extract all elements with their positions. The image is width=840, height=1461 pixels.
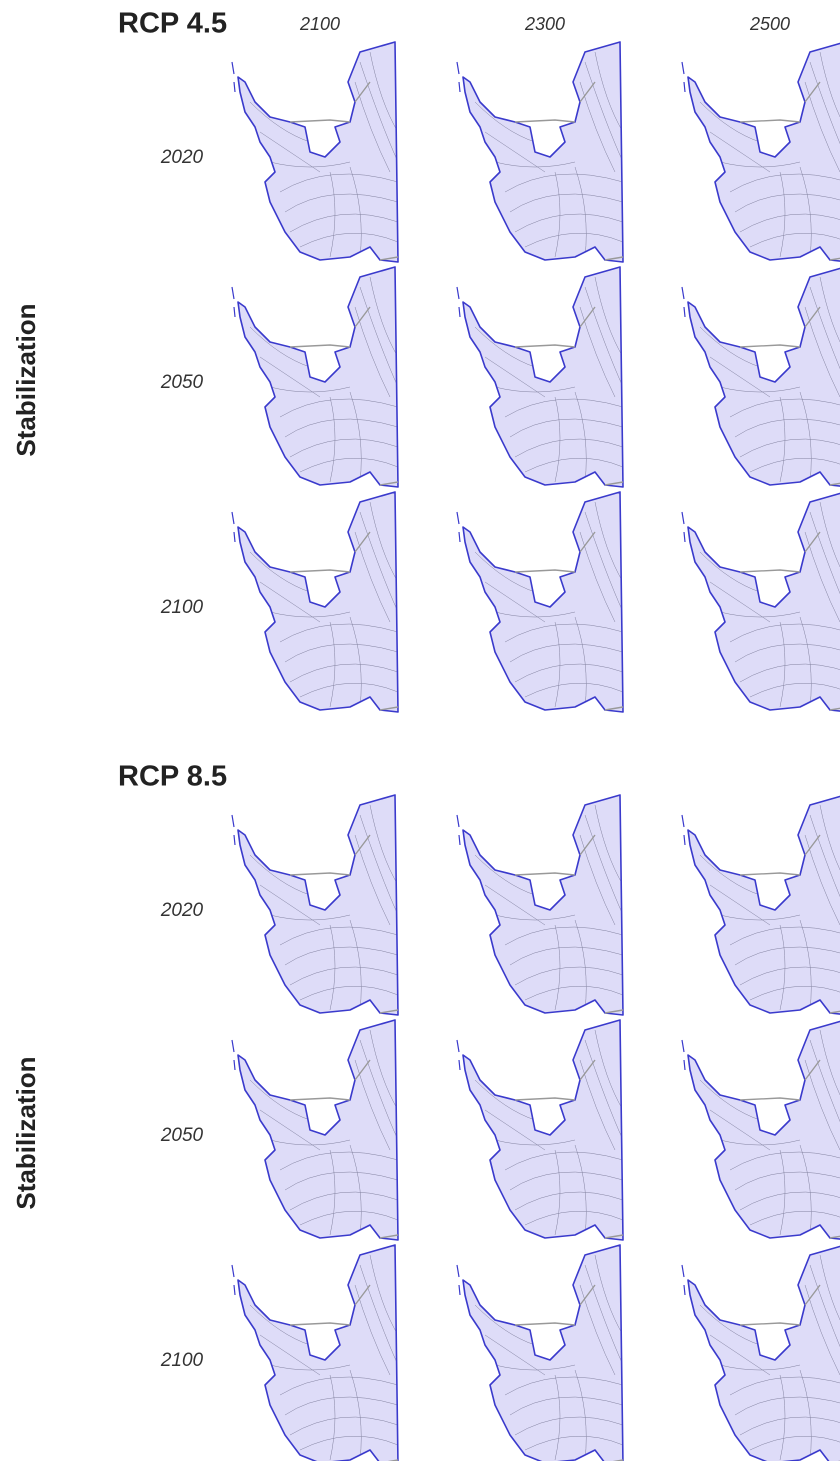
map xyxy=(457,42,623,262)
map xyxy=(232,267,398,487)
column-label: 2100 xyxy=(299,14,340,34)
map xyxy=(232,42,398,262)
map xyxy=(682,492,840,712)
row-group-label: Stabilization xyxy=(11,1056,41,1209)
panel-title: RCP 8.5 xyxy=(118,761,227,793)
row-group-label: Stabilization xyxy=(11,303,41,456)
map xyxy=(232,1245,398,1461)
map xyxy=(682,42,840,262)
map xyxy=(682,795,840,1015)
map xyxy=(232,1020,398,1240)
map xyxy=(682,1020,840,1240)
column-label: 2300 xyxy=(524,14,565,34)
row-label: 2020 xyxy=(160,900,204,921)
row-label: 2050 xyxy=(160,1125,204,1146)
map xyxy=(457,1245,623,1461)
map xyxy=(682,1245,840,1461)
map xyxy=(457,1020,623,1240)
map xyxy=(457,795,623,1015)
map xyxy=(682,267,840,487)
row-label: 2020 xyxy=(160,147,204,168)
map xyxy=(232,492,398,712)
row-label: 2100 xyxy=(160,1350,204,1371)
map xyxy=(457,267,623,487)
map xyxy=(457,492,623,712)
column-label: 2500 xyxy=(749,14,790,34)
row-label: 2100 xyxy=(160,597,204,618)
row-label: 2050 xyxy=(160,372,204,393)
panel-title: RCP 4.5 xyxy=(118,8,227,40)
map xyxy=(232,795,398,1015)
